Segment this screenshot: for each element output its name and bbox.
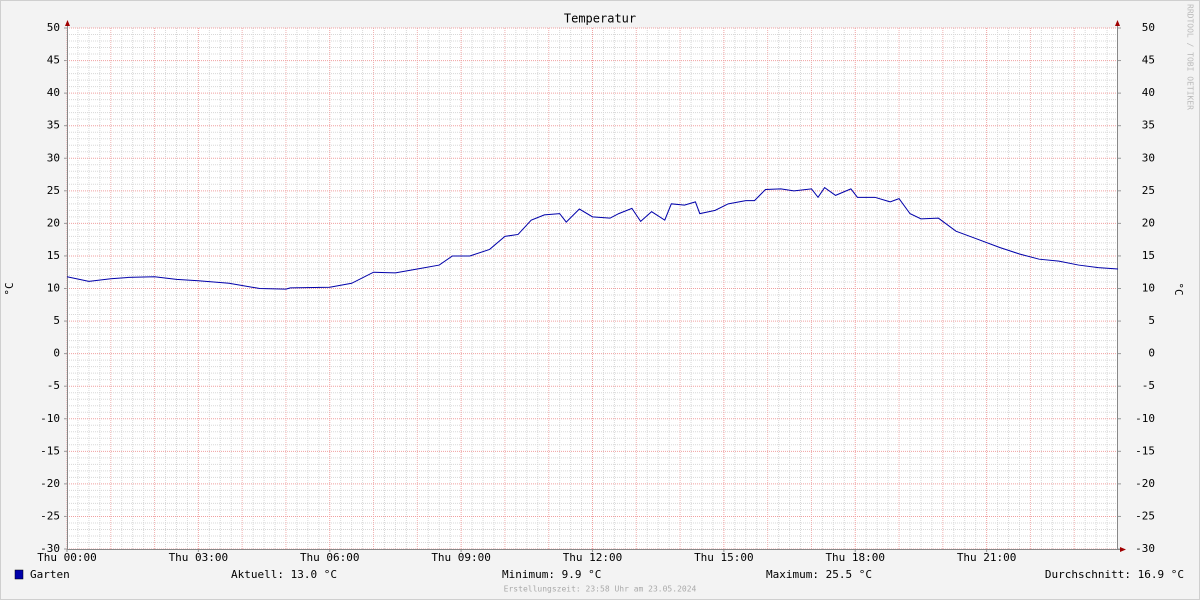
legend-stat: Maximum: 25.5 °C: [766, 568, 872, 581]
chart-title: Temperatur: [564, 12, 636, 26]
y-tick-label: 0: [53, 347, 60, 360]
axis-arrow: [1115, 20, 1120, 26]
x-tick-label: Thu 12:00: [563, 551, 623, 564]
y2-tick-label: 0: [1148, 347, 1155, 360]
x-tick-label: Thu 18:00: [825, 551, 885, 564]
legend-stat: Aktuell: 13.0 °C: [231, 568, 337, 581]
axis-arrow: [65, 20, 70, 26]
y2-tick-label: 40: [1142, 86, 1155, 99]
x-tick-label: Thu 15:00: [694, 551, 754, 564]
y2-tick-label: 25: [1142, 184, 1155, 197]
y2-tick-label: 10: [1142, 282, 1155, 295]
y-tick-label: -15: [40, 444, 60, 457]
y-tick-label: 35: [47, 119, 60, 132]
legend-stat: Minimum: 9.9 °C: [502, 568, 601, 581]
y-tick-label: 20: [47, 216, 60, 229]
y2-tick-label: 20: [1142, 216, 1155, 229]
y-tick-label: -20: [40, 477, 60, 490]
y2-tick-label: -5: [1142, 379, 1155, 392]
y-tick-label: 40: [47, 86, 60, 99]
y-tick-label: -30: [40, 542, 60, 555]
legend-stat: Durchschnitt: 16.9 °C: [1045, 568, 1184, 581]
y-axis-label: °C: [3, 282, 16, 295]
y2-tick-label: 5: [1148, 314, 1155, 327]
series-line: [66, 186, 1119, 290]
y-tick-label: 10: [47, 282, 60, 295]
y-tick-label: -25: [40, 509, 60, 522]
y-tick-label: 15: [47, 249, 60, 262]
y-tick-label: 5: [53, 314, 60, 327]
footer: Erstellungszeit: 23:58 Uhr am 23.05.2024: [504, 585, 697, 594]
y2-tick-label: 35: [1142, 119, 1155, 132]
y-tick-label: 50: [47, 21, 60, 34]
y-tick-label: -5: [47, 379, 60, 392]
x-tick-label: Thu 09:00: [431, 551, 491, 564]
y2-tick-label: -10: [1135, 412, 1155, 425]
y2-tick-label: -30: [1135, 542, 1155, 555]
x-tick-label: Thu 06:00: [300, 551, 360, 564]
y-tick-label: 30: [47, 151, 60, 164]
y-tick-label: -10: [40, 412, 60, 425]
y2-tick-label: 45: [1142, 54, 1155, 67]
x-tick-label: Thu 03:00: [169, 551, 229, 564]
y2-axis-label: °C: [1172, 282, 1185, 295]
y2-tick-label: -15: [1135, 444, 1155, 457]
legend-label: Garten: [30, 568, 70, 581]
y2-tick-label: 30: [1142, 151, 1155, 164]
y2-tick-label: 50: [1142, 21, 1155, 34]
x-tick-label: Thu 00:00: [37, 551, 97, 564]
watermark: RRDTOOL / TOBI OETIKER: [1186, 4, 1195, 110]
x-tick-label: Thu 21:00: [957, 551, 1017, 564]
y2-tick-label: -20: [1135, 477, 1155, 490]
legend-swatch: [14, 569, 24, 580]
y-tick-label: 25: [47, 184, 60, 197]
y2-tick-label: -25: [1135, 509, 1155, 522]
axis-arrow: [1120, 547, 1126, 552]
y2-tick-label: 15: [1142, 249, 1155, 262]
y-tick-label: 45: [47, 54, 60, 67]
